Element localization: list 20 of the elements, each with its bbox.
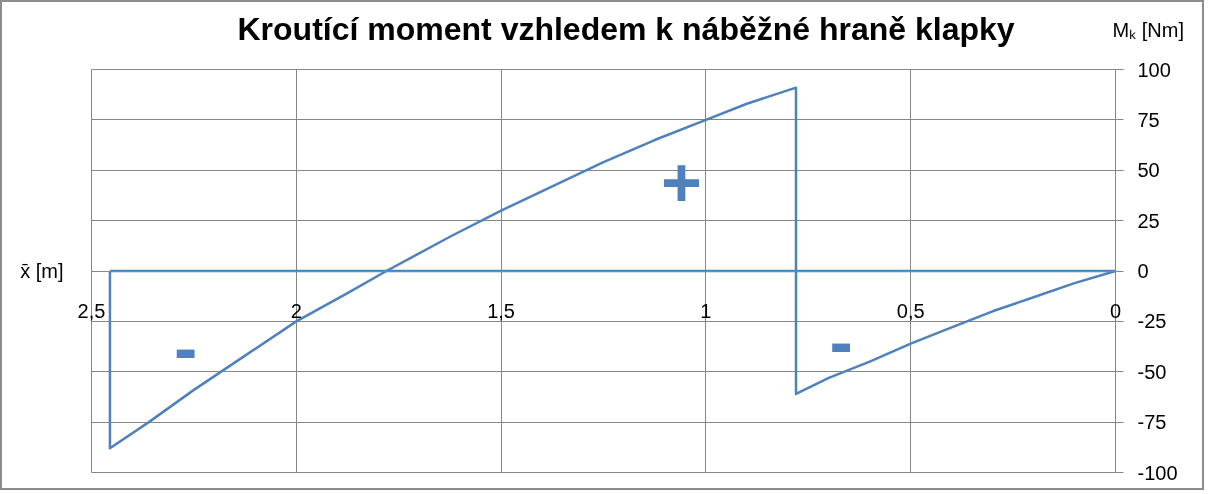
x-tick-label: 0,5 (896, 300, 925, 322)
x-tick-label: 2 (290, 300, 302, 322)
y-axis-title: Mₖ [Nm] (1112, 18, 1184, 41)
y-tick-label: 100 (1137, 58, 1171, 81)
y-tick-label: 0 (1137, 260, 1149, 282)
x-tick-label: 0 (1109, 300, 1122, 322)
chart-title: Kroutící moment vzhledem k náběžné hraně klapky (237, 10, 1015, 47)
y-tick-label: -25 (1137, 310, 1167, 333)
y-tick-label: 50 (1137, 159, 1160, 182)
y-tick-label: 25 (1137, 209, 1160, 232)
annotation: - (174, 309, 198, 388)
y-tick-label: -75 (1137, 411, 1167, 434)
x-axis-title: x̄ [m] (20, 260, 64, 282)
x-tick-label: 2,5 (77, 300, 106, 322)
y-tick-label: -100 (1137, 461, 1178, 484)
x-tick-label: 1 (700, 300, 712, 322)
annotation: - (829, 303, 853, 382)
y-tick-label: 75 (1137, 108, 1160, 131)
y-tick-label: -50 (1137, 360, 1167, 383)
x-tick-label: 1,5 (487, 300, 516, 322)
